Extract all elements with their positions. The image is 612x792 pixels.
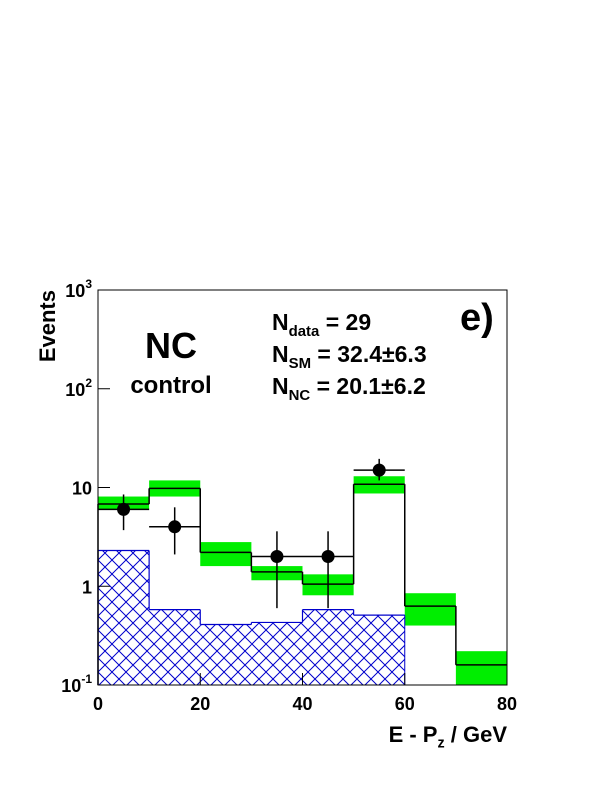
data-point bbox=[321, 550, 335, 564]
y-tick-label: 102 bbox=[65, 376, 92, 400]
data-point bbox=[168, 520, 182, 534]
y-axis-label: Events bbox=[35, 290, 60, 362]
annotation-sub: SM bbox=[289, 355, 311, 372]
nc-bin bbox=[200, 624, 252, 685]
y-tick-base: 10 bbox=[65, 380, 85, 400]
y-tick-exponent: -1 bbox=[81, 672, 92, 686]
x-tick-label: 80 bbox=[497, 694, 517, 714]
annotation: NC bbox=[145, 325, 197, 366]
x-tick-label: 0 bbox=[93, 694, 103, 714]
x-axis-label-sub: z bbox=[437, 736, 444, 752]
uncertainty-band bbox=[404, 593, 456, 626]
y-tick-base: 10 bbox=[61, 676, 81, 696]
uncertainty-band bbox=[455, 651, 507, 685]
annotation: NNC = 20.1±6.2 bbox=[272, 373, 426, 404]
annotation-rest: = 20.1±6.2 bbox=[310, 373, 426, 399]
annotation-main: N bbox=[272, 341, 289, 367]
y-tick-label: 1 bbox=[82, 577, 92, 597]
annotation: Ndata = 29 bbox=[272, 309, 371, 340]
nc-bin bbox=[353, 615, 405, 685]
annotation-main: N bbox=[272, 373, 289, 399]
panel-label: e) bbox=[460, 297, 494, 339]
uncertainty-band bbox=[200, 542, 252, 567]
x-tick-label: 20 bbox=[190, 694, 210, 714]
nc-bin bbox=[149, 609, 201, 685]
y-tick-label: 103 bbox=[65, 277, 92, 301]
x-axis-label-main: E - P bbox=[389, 722, 438, 747]
data-point bbox=[270, 550, 284, 564]
y-tick-label: 10-1 bbox=[61, 672, 92, 696]
x-tick-label: 40 bbox=[292, 694, 312, 714]
nc-bin bbox=[251, 622, 303, 685]
annotation-sub: NC bbox=[289, 387, 311, 404]
annotation: control bbox=[130, 372, 211, 399]
y-tick-exponent: 3 bbox=[85, 277, 92, 291]
y-tick-exponent: 2 bbox=[85, 376, 92, 390]
nc-bin bbox=[302, 609, 354, 685]
y-tick-label: 10 bbox=[72, 479, 92, 499]
annotation-main: N bbox=[272, 309, 289, 335]
data-point bbox=[117, 502, 131, 516]
nc-bin bbox=[98, 550, 150, 685]
annotation-sub: data bbox=[289, 323, 320, 340]
x-tick-label: 60 bbox=[395, 694, 415, 714]
x-axis-label: E - Pz / GeV bbox=[389, 722, 508, 752]
annotation-rest: = 29 bbox=[319, 309, 371, 335]
x-axis-label-rest: / GeV bbox=[445, 722, 508, 747]
y-tick-base: 10 bbox=[65, 281, 85, 301]
annotation: NSM = 32.4±6.3 bbox=[272, 341, 427, 372]
annotation-rest: = 32.4±6.3 bbox=[311, 341, 427, 367]
data-point bbox=[372, 463, 386, 477]
